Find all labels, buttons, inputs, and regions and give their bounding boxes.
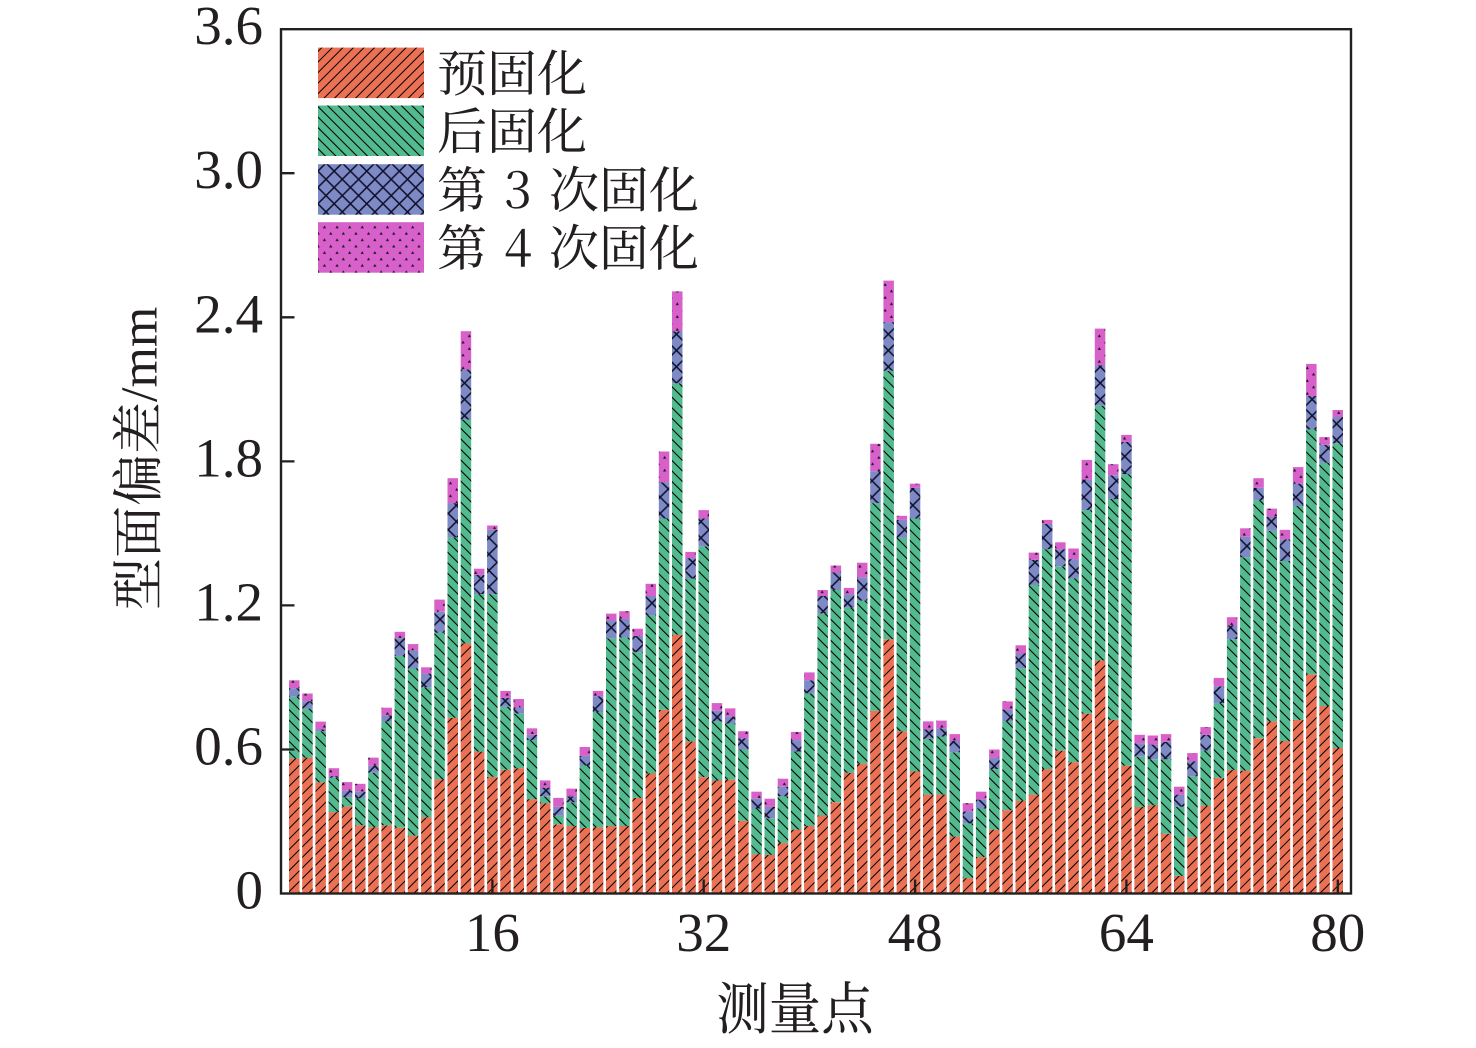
svg-text:0: 0 (236, 860, 264, 921)
svg-text:1.8: 1.8 (194, 427, 263, 488)
svg-text:32: 32 (676, 902, 731, 963)
svg-text:48: 48 (888, 902, 943, 963)
svg-text:/mm: /mm (112, 307, 169, 402)
svg-text:0.6: 0.6 (194, 716, 263, 777)
svg-text:1.2: 1.2 (194, 571, 263, 632)
svg-text:64: 64 (1099, 902, 1154, 963)
svg-text:16: 16 (465, 902, 520, 963)
svg-text:3.0: 3.0 (194, 139, 263, 200)
svg-text:2.4: 2.4 (194, 283, 263, 344)
svg-text:3.6: 3.6 (194, 0, 263, 56)
svg-text:80: 80 (1310, 902, 1365, 963)
